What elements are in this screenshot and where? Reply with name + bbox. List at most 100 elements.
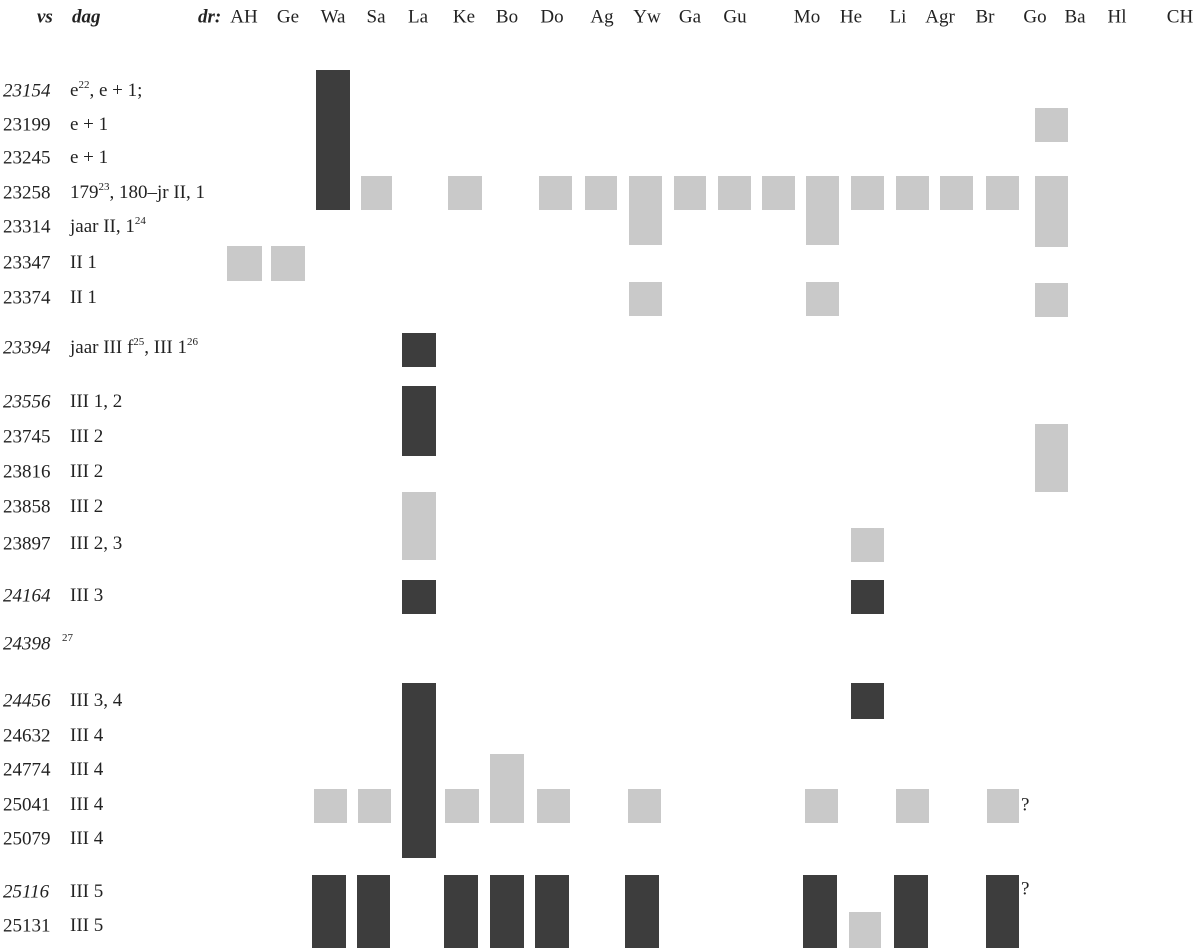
presence-block: [896, 176, 929, 210]
day-text: III 3: [70, 585, 103, 606]
presence-block: [806, 176, 839, 245]
columns-heading: dr:: [198, 6, 221, 27]
presence-block: [535, 875, 569, 948]
day-text: e: [70, 80, 78, 101]
column-header: AH: [230, 6, 258, 27]
verse-heading: vs: [37, 6, 53, 27]
presence-block: [448, 176, 482, 210]
presence-block: [986, 176, 1019, 210]
verse-number: 23258: [3, 182, 51, 203]
presence-block: [316, 70, 350, 210]
verse-number: 25131: [3, 915, 51, 936]
presence-block: [805, 789, 838, 823]
column-header: Mo: [794, 6, 820, 27]
presence-block: [358, 789, 391, 823]
column-header: Agr: [925, 6, 955, 27]
day-text: III 5: [70, 915, 103, 936]
verse-number: 23745: [3, 426, 51, 447]
presence-block: [1035, 108, 1068, 142]
day-text: III 4: [70, 725, 104, 746]
verse-number: 24456: [3, 690, 51, 711]
column-header: Ge: [277, 6, 299, 27]
column-header: Bo: [496, 6, 518, 27]
day-text: III 2: [70, 461, 103, 482]
presence-block: [940, 176, 973, 210]
day-text: III 5: [70, 881, 103, 902]
day-entry: III 2: [70, 496, 103, 517]
day-text: III 2: [70, 496, 103, 517]
column-header: Li: [890, 6, 907, 27]
column-header: CH: [1167, 6, 1194, 27]
day-entry: III 5: [70, 881, 103, 902]
day-entry: III 2, 3: [70, 533, 122, 554]
day-entry: III 3: [70, 585, 103, 606]
day-entry: III 4: [70, 759, 104, 780]
day-text: 179: [70, 182, 99, 203]
day-text: , 180–jr II, 1: [110, 182, 206, 203]
column-header: Gu: [723, 6, 747, 27]
verse-number: 23374: [3, 287, 51, 308]
day-entry: III 5: [70, 915, 103, 936]
day-text: , III 1: [144, 337, 187, 358]
presence-block: [402, 386, 436, 456]
presence-block: [1035, 283, 1068, 317]
day-entry: jaar II, 124: [69, 215, 146, 238]
day-text: III 4: [70, 794, 104, 815]
column-header: Sa: [367, 6, 387, 27]
presence-block: [628, 789, 661, 823]
superscript: 25: [133, 336, 145, 348]
day-entry: III 4: [70, 725, 104, 746]
presence-block: [402, 683, 436, 858]
day-text: III 3, 4: [70, 690, 123, 711]
presence-block: [402, 492, 436, 560]
verse-number: 23154: [3, 80, 51, 101]
day-entry: III 4: [70, 828, 104, 849]
column-header: Ke: [453, 6, 475, 27]
column-header: Br: [976, 6, 996, 27]
column-header: La: [408, 6, 429, 27]
presence-block: [987, 789, 1019, 823]
day-text: e + 1: [70, 114, 108, 135]
day-entry: 27: [62, 632, 74, 644]
column-header: Ba: [1064, 6, 1086, 27]
presence-block: [986, 875, 1019, 948]
verse-number: 24164: [3, 585, 51, 606]
presence-block: [851, 580, 884, 614]
day-text: III 4: [70, 759, 104, 780]
day-entry: e + 1: [70, 114, 108, 135]
verse-number: 23897: [3, 533, 51, 554]
day-text: III 2, 3: [70, 533, 122, 554]
superscript: 22: [78, 79, 89, 91]
presence-block: [851, 683, 884, 719]
presence-block: [361, 176, 392, 210]
presence-block: [1035, 176, 1068, 247]
column-header: Ag: [590, 6, 614, 27]
superscript: 23: [99, 181, 111, 193]
verse-number: 23394: [3, 337, 51, 358]
presence-block: [402, 580, 436, 614]
verse-number: 23347: [3, 252, 51, 273]
verse-number: 25041: [3, 794, 51, 815]
presence-block: [629, 176, 662, 245]
presence-block: [312, 875, 346, 948]
presence-block: [585, 176, 617, 210]
day-text: jaar III f: [69, 337, 134, 358]
column-header: Yw: [633, 6, 661, 27]
column-header: Wa: [321, 6, 346, 27]
presence-block: [490, 754, 524, 823]
day-entry: II 1: [70, 252, 97, 273]
day-text: III 1, 2: [70, 391, 122, 412]
verse-number: 24632: [3, 725, 51, 746]
column-header: Ga: [679, 6, 702, 27]
day-entry: II 1: [70, 287, 97, 308]
presence-block: [896, 789, 929, 823]
presence-block: [490, 875, 524, 948]
presence-block: [762, 176, 795, 210]
day-text: , e + 1;: [89, 80, 142, 101]
verse-number: 23199: [3, 114, 51, 135]
day-text: e + 1: [70, 147, 108, 168]
day-entry: e + 1: [70, 147, 108, 168]
day-entry: III 1, 2: [70, 391, 122, 412]
verse-number: 23858: [3, 496, 51, 517]
